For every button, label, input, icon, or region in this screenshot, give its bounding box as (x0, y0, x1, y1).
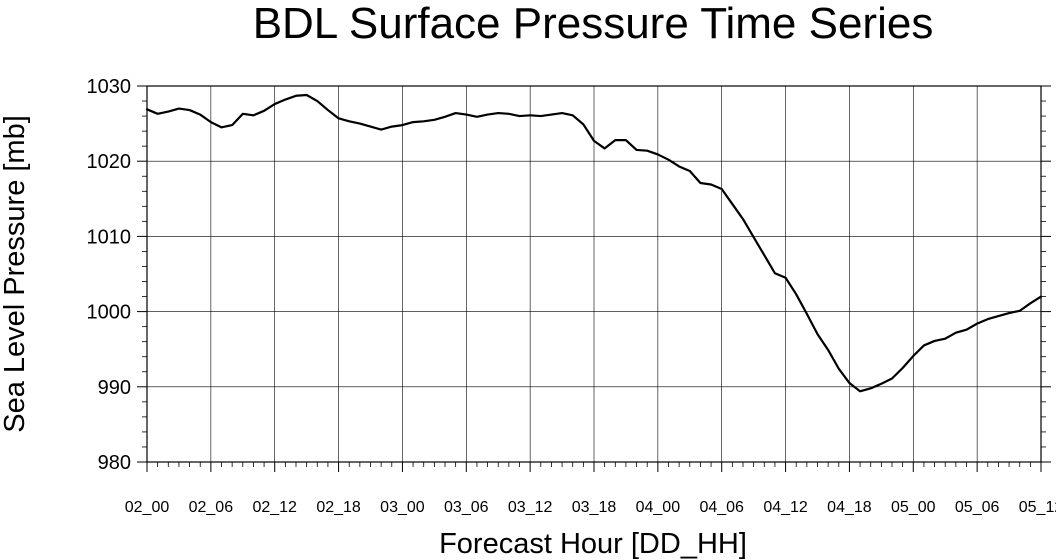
x-tick-label: 03_18 (572, 499, 617, 516)
y-tick-label: 990 (98, 377, 131, 399)
x-tick-label: 03_06 (444, 499, 489, 516)
y-tick-label: 1020 (87, 151, 132, 173)
y-tick-label: 1030 (87, 76, 132, 98)
x-tick-label: 02_18 (316, 499, 361, 516)
x-tick-label: 05_00 (891, 499, 936, 516)
series-layer (145, 93, 1043, 393)
x-tick-labels: 02_00 02_06 02_12 02_18 03_00 03_06 03_12 03_18… (125, 499, 1056, 516)
x-tick-label: 02_06 (189, 499, 234, 516)
chart-title: BDL Surface Pressure Time Series (253, 0, 934, 48)
y-tick-label: 980 (98, 452, 131, 474)
y-axis-label: Sea Level Pressure [mb] (0, 115, 31, 433)
grid (147, 86, 1041, 462)
x-tick-label: 03_12 (508, 499, 553, 516)
axis-ticks (137, 85, 1051, 472)
y-tick-labels: 980 990 1000 1010 1020 1030 (87, 76, 132, 474)
x-tick-label: 04_06 (699, 499, 744, 516)
x-tick-label: 02_00 (125, 499, 170, 516)
x-tick-label: 03_00 (380, 499, 425, 516)
x-axis-label: Forecast Hour [DD_HH] (439, 528, 747, 560)
x-tick-label: 05_12 (1019, 499, 1056, 516)
x-tick-label: 05_06 (955, 499, 1000, 516)
series-line (145, 93, 1043, 393)
x-tick-label: 02_12 (252, 499, 297, 516)
y-tick-label: 1000 (87, 302, 132, 324)
x-tick-label: 04_18 (827, 499, 872, 516)
x-tick-label: 04_12 (763, 499, 808, 516)
plot-frame (146, 85, 1042, 463)
y-tick-label: 1010 (87, 226, 132, 248)
x-tick-label: 04_00 (636, 499, 681, 516)
